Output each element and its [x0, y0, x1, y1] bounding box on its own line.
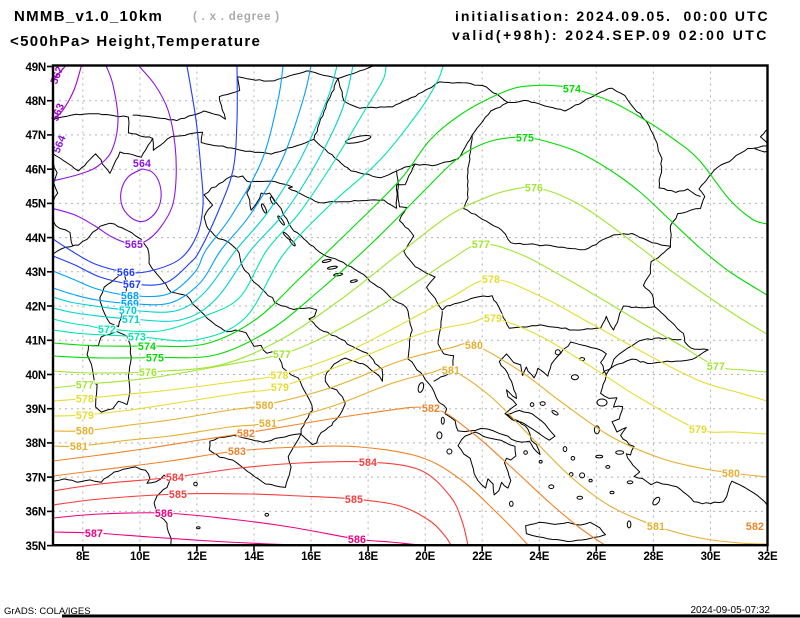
svg-text:575: 575 [146, 352, 164, 364]
svg-text:581: 581 [70, 441, 88, 453]
svg-text:579: 579 [689, 424, 707, 436]
svg-text:579: 579 [76, 410, 94, 422]
svg-text:585: 585 [345, 494, 363, 506]
svg-text:572: 572 [98, 324, 116, 336]
svg-text:42N: 42N [26, 301, 47, 313]
svg-text:30E: 30E [701, 551, 721, 563]
svg-text:577: 577 [76, 379, 94, 391]
svg-text:584: 584 [359, 457, 377, 469]
svg-text:564: 564 [133, 158, 151, 170]
svg-text:valid(+98h): 2024.SEP.09 02:00: valid(+98h): 2024.SEP.09 02:00 UTC [452, 27, 769, 43]
svg-text:566: 566 [117, 267, 135, 279]
svg-text:581: 581 [442, 365, 460, 377]
svg-text:49N: 49N [26, 62, 47, 74]
svg-text:581: 581 [647, 521, 665, 533]
svg-text:26E: 26E [586, 551, 606, 563]
svg-text:571: 571 [122, 314, 140, 326]
svg-text:GrADS: COLA/IGES: GrADS: COLA/IGES [4, 606, 91, 617]
svg-text:578: 578 [482, 274, 500, 286]
svg-text:20E: 20E [415, 551, 435, 563]
svg-text:577: 577 [273, 349, 291, 361]
svg-text:587: 587 [85, 528, 103, 540]
svg-text:16E: 16E [301, 551, 321, 563]
svg-text:582: 582 [422, 403, 440, 415]
svg-text:38N: 38N [26, 438, 47, 450]
svg-text:576: 576 [139, 367, 157, 379]
svg-text:580: 580 [722, 468, 740, 480]
svg-text:40N: 40N [26, 370, 47, 382]
svg-text:567: 567 [123, 279, 141, 291]
svg-text:37N: 37N [26, 472, 47, 484]
svg-text:573: 573 [128, 331, 146, 343]
svg-text:578: 578 [270, 370, 288, 382]
svg-text:580: 580 [255, 400, 273, 412]
svg-text:28E: 28E [643, 551, 663, 563]
svg-text:575: 575 [516, 132, 534, 144]
svg-text:574: 574 [563, 83, 581, 95]
svg-text:586: 586 [155, 508, 173, 520]
svg-text:36N: 36N [26, 507, 47, 519]
svg-text:14E: 14E [244, 551, 264, 563]
svg-text:18E: 18E [358, 551, 378, 563]
svg-text:( . x . degree ): ( . x . degree ) [193, 11, 280, 23]
svg-text:46N: 46N [26, 165, 47, 177]
svg-text:584: 584 [166, 472, 184, 484]
svg-text:47N: 47N [26, 130, 47, 142]
svg-text:579: 579 [271, 382, 289, 394]
svg-text:39N: 39N [26, 404, 47, 416]
svg-text:565: 565 [125, 239, 143, 251]
svg-text:2024-09-05-07:32: 2024-09-05-07:32 [690, 605, 770, 616]
svg-text:12E: 12E [187, 551, 207, 563]
svg-text:41N: 41N [26, 336, 47, 348]
svg-text:579: 579 [484, 313, 502, 325]
svg-text:581: 581 [259, 418, 277, 430]
svg-text:570: 570 [119, 305, 137, 317]
svg-text:574: 574 [138, 341, 156, 353]
svg-text:582: 582 [746, 521, 764, 533]
svg-text:24E: 24E [529, 551, 549, 563]
svg-text:576: 576 [525, 182, 543, 194]
svg-text:580: 580 [465, 340, 483, 352]
svg-text:22E: 22E [472, 551, 492, 563]
svg-text:48N: 48N [26, 96, 47, 108]
svg-text:45N: 45N [26, 199, 47, 211]
svg-text:initialisation: 2024.09.05. 0: initialisation: 2024.09.05. 00:00 UTC [455, 8, 770, 24]
svg-text:577: 577 [472, 239, 490, 251]
svg-text:35N: 35N [26, 541, 47, 553]
svg-text:43N: 43N [26, 267, 47, 279]
svg-text:586: 586 [348, 534, 366, 546]
svg-text:32E: 32E [758, 551, 778, 563]
svg-text:580: 580 [76, 426, 94, 438]
svg-text:8E: 8E [76, 551, 90, 563]
svg-text:<500hPa> Height,Temperature: <500hPa> Height,Temperature [10, 33, 261, 50]
svg-text:44N: 44N [26, 233, 47, 245]
svg-text:585: 585 [169, 489, 187, 501]
svg-text:10E: 10E [130, 551, 150, 563]
svg-text:577: 577 [707, 361, 725, 373]
svg-text:NMMB_v1.0_10km: NMMB_v1.0_10km [14, 8, 163, 25]
svg-text:583: 583 [228, 446, 246, 458]
svg-text:578: 578 [76, 393, 94, 405]
svg-text:582: 582 [237, 428, 255, 440]
